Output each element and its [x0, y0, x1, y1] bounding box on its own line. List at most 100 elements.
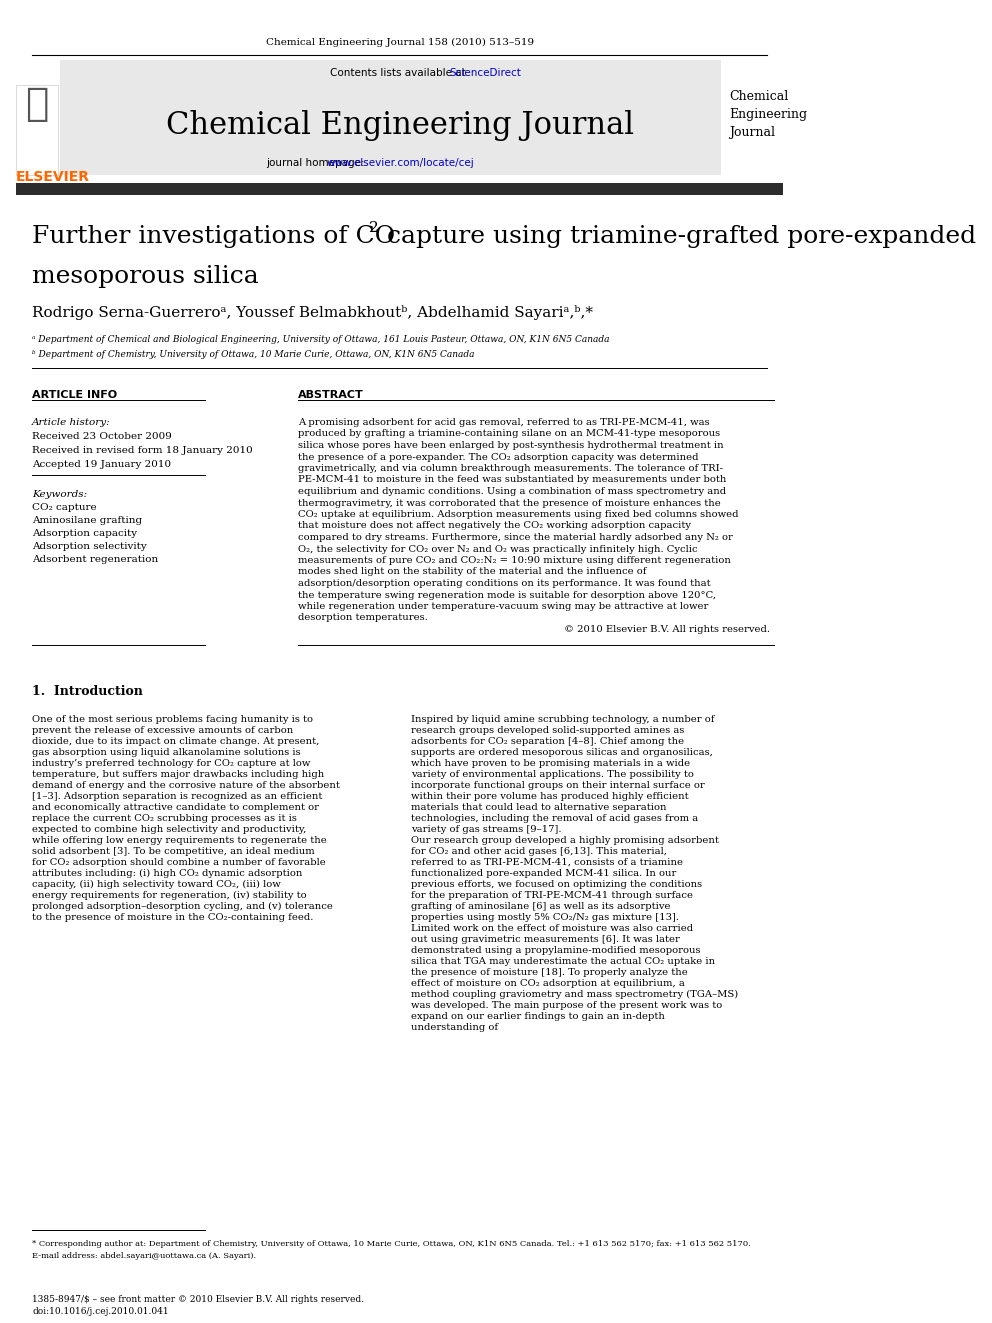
- Text: Engineering: Engineering: [729, 108, 807, 120]
- Text: the presence of a pore-expander. The CO₂ adsorption capacity was determined: the presence of a pore-expander. The CO₂…: [299, 452, 698, 462]
- Text: Further investigations of CO: Further investigations of CO: [32, 225, 396, 247]
- Text: supports are ordered mesoporous silicas and organosilicas,: supports are ordered mesoporous silicas …: [411, 747, 713, 757]
- Text: understanding of: understanding of: [411, 1023, 498, 1032]
- Text: modes shed light on the stability of the material and the influence of: modes shed light on the stability of the…: [299, 568, 647, 577]
- Text: 🌳: 🌳: [26, 85, 49, 123]
- Text: functionalized pore-expanded MCM-41 silica. In our: functionalized pore-expanded MCM-41 sili…: [411, 869, 677, 878]
- Text: incorporate functional groups on their internal surface or: incorporate functional groups on their i…: [411, 781, 704, 790]
- Text: ABSTRACT: ABSTRACT: [299, 390, 364, 400]
- Text: [1–3]. Adsorption separation is recognized as an efficient: [1–3]. Adsorption separation is recogniz…: [32, 792, 322, 800]
- Text: ᵇ Department of Chemistry, University of Ottawa, 10 Marie Curie, Ottawa, ON, K1N: ᵇ Department of Chemistry, University of…: [32, 351, 475, 359]
- Text: while regeneration under temperature-vacuum swing may be attractive at lower: while regeneration under temperature-vac…: [299, 602, 708, 611]
- Text: One of the most serious problems facing humanity is to: One of the most serious problems facing …: [32, 714, 313, 724]
- Text: research groups developed solid-supported amines as: research groups developed solid-supporte…: [411, 726, 684, 736]
- Text: solid adsorbent [3]. To be competitive, an ideal medium: solid adsorbent [3]. To be competitive, …: [32, 847, 315, 856]
- Text: method coupling graviometry and mass spectrometry (TGA–MS): method coupling graviometry and mass spe…: [411, 990, 738, 999]
- Text: Chemical Engineering Journal 158 (2010) 513–519: Chemical Engineering Journal 158 (2010) …: [266, 38, 534, 48]
- Text: Rodrigo Serna-Guerreroᵃ, Youssef Belmabkhoutᵇ, Abdelhamid Sayariᵃ,ᵇ,*: Rodrigo Serna-Guerreroᵃ, Youssef Belmabk…: [32, 306, 593, 320]
- Text: ARTICLE INFO: ARTICLE INFO: [32, 390, 117, 400]
- Text: while offering low energy requirements to regenerate the: while offering low energy requirements t…: [32, 836, 327, 845]
- Text: Adsorption capacity: Adsorption capacity: [32, 529, 137, 538]
- Text: to the presence of moisture in the CO₂-containing feed.: to the presence of moisture in the CO₂-c…: [32, 913, 313, 922]
- Text: prolonged adsorption–desorption cycling, and (v) tolerance: prolonged adsorption–desorption cycling,…: [32, 902, 333, 912]
- Text: Aminosilane grafting: Aminosilane grafting: [32, 516, 143, 525]
- Text: within their pore volume has produced highly efficient: within their pore volume has produced hi…: [411, 792, 688, 800]
- Text: for CO₂ adsorption should combine a number of favorable: for CO₂ adsorption should combine a numb…: [32, 859, 326, 867]
- Text: Adsorbent regeneration: Adsorbent regeneration: [32, 556, 159, 564]
- Text: grafting of aminosilane [6] as well as its adsorptive: grafting of aminosilane [6] as well as i…: [411, 902, 671, 912]
- Text: for the preparation of TRI-PE-MCM-41 through surface: for the preparation of TRI-PE-MCM-41 thr…: [411, 890, 693, 900]
- Text: properties using mostly 5% CO₂/N₂ gas mixture [13].: properties using mostly 5% CO₂/N₂ gas mi…: [411, 913, 679, 922]
- Text: ScienceDirect: ScienceDirect: [449, 67, 521, 78]
- Text: ᵃ Department of Chemical and Biological Engineering, University of Ottawa, 161 L: ᵃ Department of Chemical and Biological …: [32, 335, 610, 344]
- Text: Article history:: Article history:: [32, 418, 111, 427]
- Text: out using gravimetric measurements [6]. It was later: out using gravimetric measurements [6]. …: [411, 935, 680, 945]
- Text: © 2010 Elsevier B.V. All rights reserved.: © 2010 Elsevier B.V. All rights reserved…: [563, 624, 770, 634]
- Text: desorption temperatures.: desorption temperatures.: [299, 614, 428, 623]
- Text: adsorption/desorption operating conditions on its performance. It was found that: adsorption/desorption operating conditio…: [299, 579, 711, 587]
- Text: www.elsevier.com/locate/cej: www.elsevier.com/locate/cej: [326, 157, 474, 168]
- Text: effect of moisture on CO₂ adsorption at equilibrium, a: effect of moisture on CO₂ adsorption at …: [411, 979, 684, 988]
- Text: capacity, (ii) high selectivity toward CO₂, (iii) low: capacity, (ii) high selectivity toward C…: [32, 880, 281, 889]
- Text: gravimetrically, and via column breakthrough measurements. The tolerance of TRI-: gravimetrically, and via column breakthr…: [299, 464, 723, 474]
- Text: silica whose pores have been enlarged by post-synthesis hydrothermal treatment i: silica whose pores have been enlarged by…: [299, 441, 724, 450]
- Text: previous efforts, we focused on optimizing the conditions: previous efforts, we focused on optimizi…: [411, 880, 702, 889]
- Text: temperature, but suffers major drawbacks including high: temperature, but suffers major drawbacks…: [32, 770, 324, 779]
- Text: E-mail address: abdel.sayari@uottawa.ca (A. Sayari).: E-mail address: abdel.sayari@uottawa.ca …: [32, 1252, 256, 1259]
- Text: expand on our earlier findings to gain an in-depth: expand on our earlier findings to gain a…: [411, 1012, 665, 1021]
- FancyBboxPatch shape: [61, 60, 721, 175]
- Text: compared to dry streams. Furthermore, since the material hardly adsorbed any N₂ : compared to dry streams. Furthermore, si…: [299, 533, 733, 542]
- Text: Inspired by liquid amine scrubbing technology, a number of: Inspired by liquid amine scrubbing techn…: [411, 714, 714, 724]
- Text: adsorbents for CO₂ separation [4–8]. Chief among the: adsorbents for CO₂ separation [4–8]. Chi…: [411, 737, 684, 746]
- Text: for CO₂ and other acid gases [6,13]. This material,: for CO₂ and other acid gases [6,13]. Thi…: [411, 847, 667, 856]
- Text: Received in revised form 18 January 2010: Received in revised form 18 January 2010: [32, 446, 253, 455]
- Text: attributes including: (i) high CO₂ dynamic adsorption: attributes including: (i) high CO₂ dynam…: [32, 869, 303, 878]
- Text: technologies, including the removal of acid gases from a: technologies, including the removal of a…: [411, 814, 698, 823]
- Text: prevent the release of excessive amounts of carbon: prevent the release of excessive amounts…: [32, 726, 294, 736]
- Text: was developed. The main purpose of the present work was to: was developed. The main purpose of the p…: [411, 1002, 722, 1009]
- Text: and economically attractive candidate to complement or: and economically attractive candidate to…: [32, 803, 319, 812]
- Text: equilibrium and dynamic conditions. Using a combination of mass spectrometry and: equilibrium and dynamic conditions. Usin…: [299, 487, 726, 496]
- Text: silica that TGA may underestimate the actual CO₂ uptake in: silica that TGA may underestimate the ac…: [411, 957, 715, 966]
- Text: thermogravimetry, it was corroborated that the presence of moisture enhances the: thermogravimetry, it was corroborated th…: [299, 499, 721, 508]
- Text: the temperature swing regeneration mode is suitable for desorption above 120°C,: the temperature swing regeneration mode …: [299, 590, 716, 599]
- Text: which have proven to be promising materials in a wide: which have proven to be promising materi…: [411, 759, 690, 767]
- Text: 1385-8947/$ – see front matter © 2010 Elsevier B.V. All rights reserved.: 1385-8947/$ – see front matter © 2010 El…: [32, 1295, 364, 1304]
- Text: Received 23 October 2009: Received 23 October 2009: [32, 433, 172, 441]
- Text: capture using triamine-grafted pore-expanded: capture using triamine-grafted pore-expa…: [379, 225, 976, 247]
- Text: Chemical: Chemical: [729, 90, 789, 103]
- Text: materials that could lead to alternative separation: materials that could lead to alternative…: [411, 803, 667, 812]
- Text: that moisture does not affect negatively the CO₂ working adsorption capacity: that moisture does not affect negatively…: [299, 521, 691, 531]
- Text: 1.  Introduction: 1. Introduction: [32, 685, 143, 699]
- Text: Adsorption selectivity: Adsorption selectivity: [32, 542, 147, 550]
- Text: Contents lists available at: Contents lists available at: [330, 67, 469, 78]
- Text: expected to combine high selectivity and productivity,: expected to combine high selectivity and…: [32, 826, 307, 833]
- Text: doi:10.1016/j.cej.2010.01.041: doi:10.1016/j.cej.2010.01.041: [32, 1307, 169, 1316]
- Text: demand of energy and the corrosive nature of the absorbent: demand of energy and the corrosive natur…: [32, 781, 340, 790]
- Text: Accepted 19 January 2010: Accepted 19 January 2010: [32, 460, 172, 468]
- Text: energy requirements for regeneration, (iv) stability to: energy requirements for regeneration, (i…: [32, 890, 307, 900]
- Text: 2: 2: [369, 221, 379, 235]
- Text: Chemical Engineering Journal: Chemical Engineering Journal: [166, 110, 634, 142]
- Text: referred to as TRI-PE-MCM-41, consists of a triamine: referred to as TRI-PE-MCM-41, consists o…: [411, 859, 683, 867]
- Text: CO₂ capture: CO₂ capture: [32, 503, 97, 512]
- Text: mesoporous silica: mesoporous silica: [32, 265, 259, 288]
- Text: variety of environmental applications. The possibility to: variety of environmental applications. T…: [411, 770, 693, 779]
- Text: the presence of moisture [18]. To properly analyze the: the presence of moisture [18]. To proper…: [411, 968, 687, 976]
- Text: * Corresponding author at: Department of Chemistry, University of Ottawa, 10 Mar: * Corresponding author at: Department of…: [32, 1240, 751, 1248]
- Text: PE-MCM-41 to moisture in the feed was substantiated by measurements under both: PE-MCM-41 to moisture in the feed was su…: [299, 475, 726, 484]
- FancyBboxPatch shape: [16, 183, 784, 194]
- Text: dioxide, due to its impact on climate change. At present,: dioxide, due to its impact on climate ch…: [32, 737, 319, 746]
- Text: replace the current CO₂ scrubbing processes as it is: replace the current CO₂ scrubbing proces…: [32, 814, 298, 823]
- Text: Limited work on the effect of moisture was also carried: Limited work on the effect of moisture w…: [411, 923, 693, 933]
- Text: CO₂ uptake at equilibrium. Adsorption measurements using fixed bed columns showe: CO₂ uptake at equilibrium. Adsorption me…: [299, 509, 739, 519]
- Text: Keywords:: Keywords:: [32, 490, 87, 499]
- Text: journal homepage:: journal homepage:: [266, 157, 368, 168]
- Text: A promising adsorbent for acid gas removal, referred to as TRI-PE-MCM-41, was: A promising adsorbent for acid gas remov…: [299, 418, 710, 427]
- Text: Journal: Journal: [729, 126, 776, 139]
- Text: measurements of pure CO₂ and CO₂:N₂ = 10:90 mixture using different regeneration: measurements of pure CO₂ and CO₂:N₂ = 10…: [299, 556, 731, 565]
- FancyBboxPatch shape: [16, 85, 58, 175]
- Text: industry’s preferred technology for CO₂ capture at low: industry’s preferred technology for CO₂ …: [32, 759, 310, 767]
- Text: O₂, the selectivity for CO₂ over N₂ and O₂ was practically infinitely high. Cycl: O₂, the selectivity for CO₂ over N₂ and …: [299, 545, 697, 553]
- Text: variety of gas streams [9–17].: variety of gas streams [9–17].: [411, 826, 561, 833]
